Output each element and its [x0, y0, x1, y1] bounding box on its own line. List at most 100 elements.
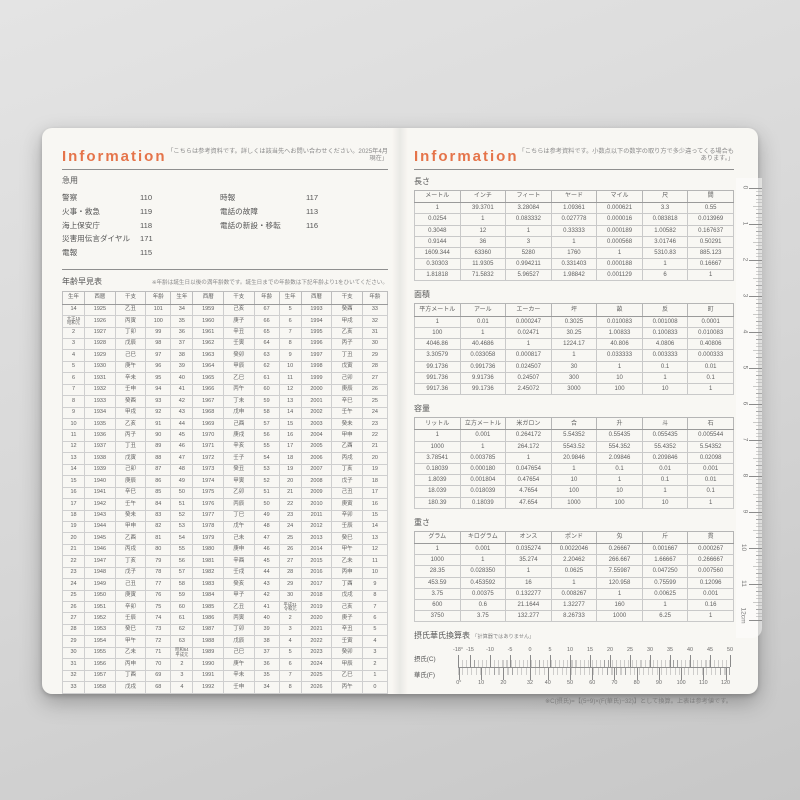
area-table: 平方メートル アール エーカー坪畝反町 1 0.01 0.000247 0.3025 0.01… [414, 303, 734, 396]
table-cell: 2019 [300, 601, 333, 614]
table-cell: 99.1736 [414, 360, 461, 373]
table-row: 1.81818 71.5832 5.96527 1.98842 0.001129 6 1 [414, 269, 734, 282]
table-cell: 1949 [84, 578, 116, 591]
table-cell: 89 [145, 440, 172, 454]
table-cell: 40.806 [596, 338, 643, 351]
table-cell: 1 [641, 485, 689, 498]
table-cell: 2024 [300, 658, 333, 671]
table-cell: 25 [61, 589, 86, 603]
emergency-list-right: 時報 117 電話の故障 113 電話の新設・移転 116 [220, 191, 388, 260]
table-cell: 72 [145, 635, 172, 648]
table-cell: 丙戌 [114, 543, 147, 557]
table-cell: 75 [145, 601, 172, 614]
table-cell: 0.01 [459, 315, 507, 328]
table-cell: 34 [170, 303, 194, 317]
scale-tick [570, 668, 571, 681]
table-cell: 99 [145, 326, 172, 339]
table-cell: 19 [278, 463, 302, 477]
column-header: 町 [687, 303, 734, 317]
age-table-note: ※年齢は誕生日以後の満年齢数です。誕生日までの年齢数は下記年齢より1をひいてくだ… [151, 279, 388, 286]
table-cell: 甲午 [331, 543, 363, 557]
scale-label: 50 [727, 647, 733, 654]
table-cell: 132.277 [505, 610, 552, 623]
table-cell: 21 [361, 440, 389, 454]
table-row: 32 1957 丁酉 69 3 1991 辛未 35 7 2025 乙巳 1 [61, 669, 389, 683]
table-cell: 0.132277 [505, 587, 552, 600]
table-cell: 1 [550, 235, 598, 248]
table-cell: 己酉 [222, 418, 255, 431]
table-cell: 5.54352 [687, 440, 734, 453]
scale-tick [547, 668, 549, 681]
table-cell: 32 [61, 669, 86, 683]
table-cell: 0.12096 [687, 576, 734, 589]
table-cell: 13 [61, 452, 86, 465]
table-cell: 63 [253, 349, 280, 362]
header-row: メートル インチ フィート ヤード マイル尺間 [414, 189, 734, 204]
table-row: 180.39 0.18039 47.654 1000 100 10 1 [414, 496, 734, 509]
table-cell: 20 [278, 475, 302, 488]
table-cell: 554.352 [596, 440, 643, 453]
table-cell: 17 [361, 486, 389, 500]
table-cell: 0.18039 [414, 462, 461, 476]
table-cell: 18 [278, 452, 302, 465]
table-cell: 0.991736 [459, 360, 507, 373]
table-cell: 0.1 [641, 474, 689, 487]
table-cell: 0.01 [687, 360, 734, 373]
left-page-header: Information 「こちらは参考資料です。詳しくは該当先へお問い合わせくだ… [62, 148, 388, 170]
table-cell: 2005 [300, 440, 333, 454]
table-cell: 0.55 [687, 202, 734, 215]
scale-label: 70 [611, 680, 618, 687]
table-cell: 0.007560 [687, 565, 734, 578]
table-cell: 49 [170, 475, 194, 488]
table-cell: 癸巳 [331, 532, 363, 545]
table-cell: 1975 [192, 486, 224, 500]
table-cell: 0.013969 [687, 213, 734, 226]
table-cell: 1.66667 [641, 554, 689, 567]
emergency-item: 電話の新設・移転 116 [220, 218, 388, 232]
scale-label: -10 [486, 647, 494, 654]
table-cell: 1985 [192, 601, 224, 614]
temperature-heading: 摂氏華氏換算表 「計算器ではありません」 [414, 631, 734, 641]
table-cell: 30 [278, 589, 302, 603]
table-cell: 23 [61, 566, 86, 580]
table-cell: 26 [278, 543, 302, 557]
scale-label: 0° [456, 680, 462, 687]
table-cell: 0.0022046 [550, 542, 598, 556]
table-cell: 41 [170, 383, 194, 397]
table-cell: 73 [145, 623, 172, 637]
table-cell: 0.40806 [687, 338, 734, 351]
column-header: エーカー [505, 303, 552, 317]
table-cell: 28 [278, 566, 302, 580]
table-cell: 癸酉 [114, 395, 147, 408]
table-cell: 1964 [192, 360, 224, 374]
table-cell: 27 [361, 372, 389, 385]
table-cell: 1 [505, 224, 552, 237]
table-cell: 0.001 [687, 587, 734, 600]
table-cell: 99.1736 [459, 382, 507, 396]
table-cell: 0.50291 [687, 235, 734, 248]
table-row: 1 0.01 0.000247 0.3025 0.010083 0.001008 0.000… [414, 315, 734, 328]
emergency-number: 117 [306, 193, 319, 203]
table-cell: 1 [550, 462, 598, 476]
table-cell: 0.000189 [596, 224, 643, 237]
ruler-number: 4 [741, 329, 749, 334]
table-cell: 乙丑 [222, 601, 255, 614]
table-cell: 19 [361, 463, 389, 477]
table-cell: 31 [361, 326, 389, 339]
table-cell: 7.55987 [596, 565, 643, 578]
scale-tick [681, 668, 683, 681]
table-cell: 39 [253, 623, 280, 637]
table-cell: 庚申 [222, 543, 255, 557]
table-cell: 0.167637 [687, 224, 734, 237]
table-cell: 5 [278, 303, 302, 317]
column-header: オンス [505, 530, 552, 544]
table-cell: 3.28084 [505, 202, 552, 215]
table-cell: 101 [145, 303, 172, 317]
table-cell: 1925 [84, 303, 116, 317]
weight-heading: 重さ [414, 517, 430, 527]
column-header: 生年 [61, 290, 86, 305]
emergency-item: 火事・救急 119 [62, 204, 220, 218]
table-cell: 辛未 [222, 669, 255, 683]
table-cell: 0.000180 [459, 462, 507, 476]
table-cell: 180.39 [414, 496, 461, 509]
